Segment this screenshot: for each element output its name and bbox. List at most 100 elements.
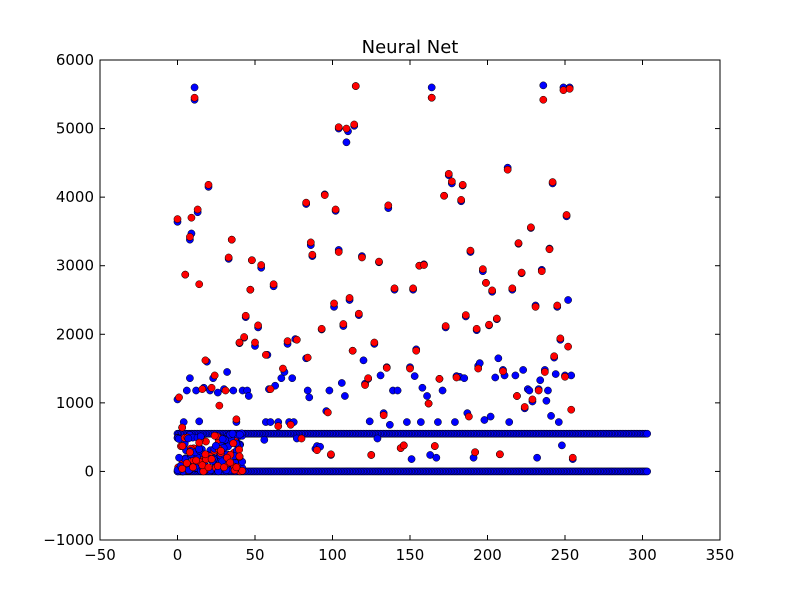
data-point-series-1	[334, 248, 343, 256]
data-point-series-1	[351, 82, 360, 90]
data-point-series-1	[334, 123, 343, 132]
data-point-series-1	[561, 372, 569, 381]
data-point-series-1	[534, 386, 543, 395]
data-point-series-1	[545, 245, 554, 254]
x-tick-label: 0	[173, 546, 183, 564]
y-tick-label: 3000	[56, 257, 94, 275]
data-point-series-0	[494, 354, 503, 363]
data-point-series-1	[195, 280, 204, 289]
data-point-series-0	[186, 374, 194, 383]
data-point-series-0	[525, 386, 534, 395]
data-point-series-1	[499, 367, 507, 376]
data-point-series-1	[364, 374, 372, 383]
data-point-series-1	[541, 368, 549, 376]
x-tick-label: 100	[318, 546, 347, 564]
data-point-series-0	[451, 418, 459, 426]
data-point-series-0	[229, 386, 238, 395]
y-tick-label: −1000	[43, 531, 94, 549]
data-point-series-0	[536, 376, 545, 385]
series-0-bands	[173, 429, 652, 476]
data-point-series-0	[223, 368, 231, 376]
data-point-series-1	[458, 180, 467, 189]
data-point-series-1	[178, 423, 186, 432]
data-point-series-1	[537, 267, 546, 276]
x-tick-label: 250	[551, 546, 580, 564]
data-point-series-0	[393, 386, 402, 395]
data-point-series-1	[513, 392, 521, 400]
data-point-series-0	[533, 453, 541, 462]
data-point-series-1	[251, 338, 259, 347]
data-point-series-0	[342, 138, 351, 147]
data-point-series-0	[305, 393, 314, 402]
data-point-series-1	[370, 338, 379, 347]
data-point-series-0	[542, 396, 551, 405]
data-point-series-1	[217, 447, 225, 455]
data-point-series-1	[274, 422, 283, 431]
data-point-series-1	[213, 462, 222, 470]
x-tick-label: 350	[706, 546, 735, 564]
data-point-series-1	[286, 420, 295, 429]
data-point-series-1	[465, 412, 473, 421]
data-point-series-1	[539, 95, 548, 104]
y-tick-label: 6000	[56, 51, 94, 69]
data-point-series-1	[342, 124, 351, 133]
data-point-series-1	[215, 401, 224, 410]
data-point-series-0	[403, 418, 411, 426]
x-tick-label: 200	[473, 546, 502, 564]
data-point-series-1	[461, 311, 470, 319]
data-point-series-1	[496, 450, 504, 459]
data-point-series-0	[564, 296, 572, 304]
data-point-series-1	[466, 246, 475, 255]
data-point-series-1	[440, 191, 448, 200]
data-point-series-0	[213, 388, 222, 397]
data-point-series-0	[175, 453, 183, 462]
data-point-series-1	[283, 337, 292, 345]
data-point-series-0	[427, 83, 436, 92]
data-point-series-0	[341, 392, 349, 400]
data-point-series-1	[178, 464, 186, 473]
data-point-series-1	[227, 235, 236, 244]
data-point-series-1	[527, 223, 535, 232]
data-point-series-1	[457, 196, 465, 204]
data-point-series-1	[565, 84, 574, 93]
data-point-cluster	[211, 441, 220, 450]
data-point-series-0	[266, 418, 275, 426]
x-tick-label: 50	[245, 546, 264, 564]
data-point-series-1	[427, 93, 436, 102]
data-point-series-1	[246, 285, 255, 294]
data-point-series-1	[367, 451, 376, 459]
x-tick-label: −50	[84, 546, 116, 564]
data-point-series-1	[424, 399, 433, 408]
data-point-series-0	[359, 356, 368, 365]
data-point-series-1	[562, 211, 571, 219]
data-point-series-1	[488, 286, 496, 295]
x-tick-label: 300	[628, 546, 657, 564]
y-tick-label: 1000	[56, 394, 94, 412]
y-tick-label: 4000	[56, 188, 94, 206]
data-point-series-1	[379, 411, 388, 420]
data-point-series-1	[485, 320, 493, 329]
data-point-series-0	[551, 370, 560, 378]
ticks-layer: −50 0 50 100 150 200 250 300 350 −1000 0 1000 2000 30…	[43, 51, 734, 564]
data-point-series-1	[324, 408, 332, 417]
data-point-series-0	[386, 420, 394, 429]
data-point-series-1	[232, 415, 241, 424]
data-point-series-0	[547, 412, 555, 420]
data-point-series-0	[417, 418, 425, 426]
data-point-series-1	[293, 335, 301, 344]
data-point-series-1	[308, 250, 317, 259]
data-point-series-0	[325, 386, 334, 395]
data-point-series-0	[190, 83, 199, 92]
data-point-series-0	[554, 418, 563, 426]
data-point-series-1	[181, 270, 190, 279]
data-point-series-0	[460, 374, 469, 383]
data-point-series-1	[559, 86, 568, 95]
data-point-series-1	[384, 201, 393, 210]
data-point-series-1	[220, 463, 228, 472]
data-point-series-1	[350, 120, 359, 129]
data-point-series-1	[266, 385, 275, 393]
data-point-series-1	[192, 456, 200, 465]
data-point-series-0	[303, 386, 312, 395]
data-point-series-1	[339, 320, 348, 328]
